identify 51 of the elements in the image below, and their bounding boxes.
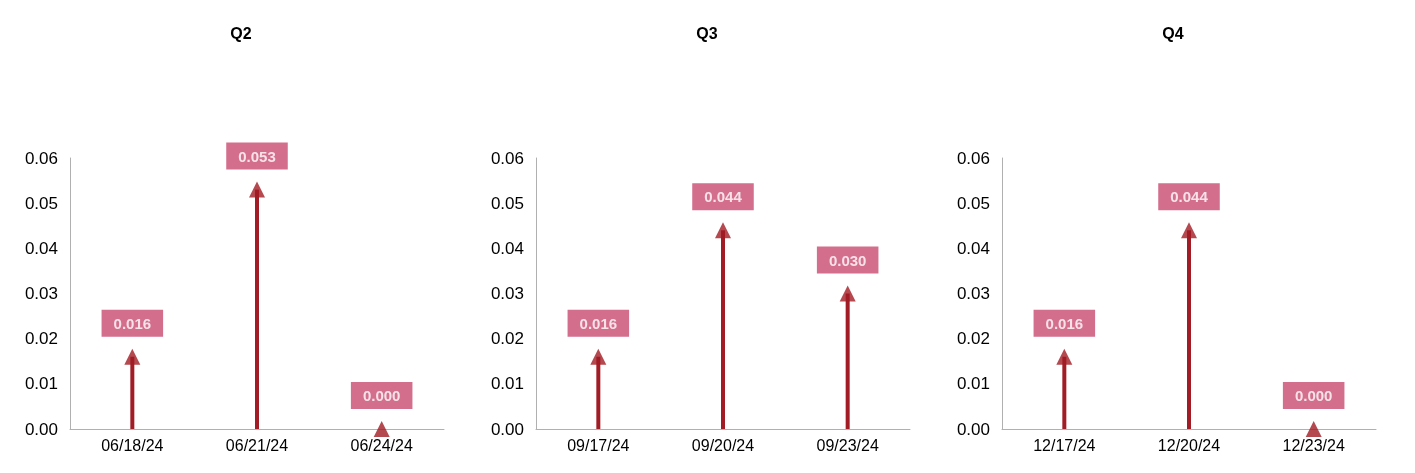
x-tick-label: 09/20/24 [691,436,755,454]
y-tick-label: 0.01 [490,374,524,394]
x-tick-label: 06/18/24 [101,436,164,454]
point [1181,222,1197,239]
y-tick-label: 0.06 [490,148,524,168]
y-tick-label: 0.00 [490,419,524,439]
x-tick-label: 12/17/24 [1033,436,1096,454]
y-tick-label: 0.06 [956,148,990,168]
point [1056,348,1073,365]
point [715,222,731,239]
data-label: 0.000 [1294,387,1333,404]
point [839,285,856,302]
y-tick-label: 0.05 [956,193,990,213]
y-tick-label: 0.02 [490,329,524,349]
data-label: 0.044 [704,188,743,206]
y-tick-label: 0.00 [956,419,990,439]
y-tick-label: 0.02 [24,329,58,349]
y-tick-label: 0.01 [956,374,990,394]
data-label: 0.016 [1045,314,1084,332]
x-tick-label: 06/24/24 [350,436,413,454]
x-tick-label: 06/21/24 [225,436,289,454]
y-tick-label: 0.03 [490,284,524,303]
y-tick-label: 0.04 [24,238,58,258]
x-tick-label: 12/20/24 [1157,436,1221,454]
x-tick-label: 09/23/24 [816,436,879,454]
data-label: 0.000 [362,387,401,404]
data-label: 0.044 [1170,188,1209,206]
y-tick-label: 0.04 [490,238,524,258]
data-label: 0.030 [828,251,867,269]
chart-title: Q2 [230,24,252,42]
y-tick-label: 0.04 [956,238,990,258]
y-tick-label: 0.06 [24,148,58,168]
y-tick-label: 0.05 [24,193,58,213]
chart-title: Q4 [1162,24,1184,42]
y-tick-label: 0.00 [24,419,58,439]
point [249,181,265,198]
point [1305,421,1322,437]
data-label: 0.016 [579,314,618,332]
x-tick-label: 09/17/24 [567,436,630,454]
point [590,348,607,365]
point [124,348,141,365]
data-label: 0.053 [238,147,276,165]
data-label: 0.016 [113,314,152,332]
y-tick-label: 0.05 [490,193,524,213]
point [373,421,390,437]
y-tick-label: 0.03 [956,284,990,303]
chart-title: Q3 [696,24,718,42]
x-tick-label: 12/23/24 [1282,436,1345,454]
y-tick-label: 0.01 [24,374,58,394]
y-tick-label: 0.03 [24,284,58,303]
y-tick-label: 0.02 [956,329,990,349]
